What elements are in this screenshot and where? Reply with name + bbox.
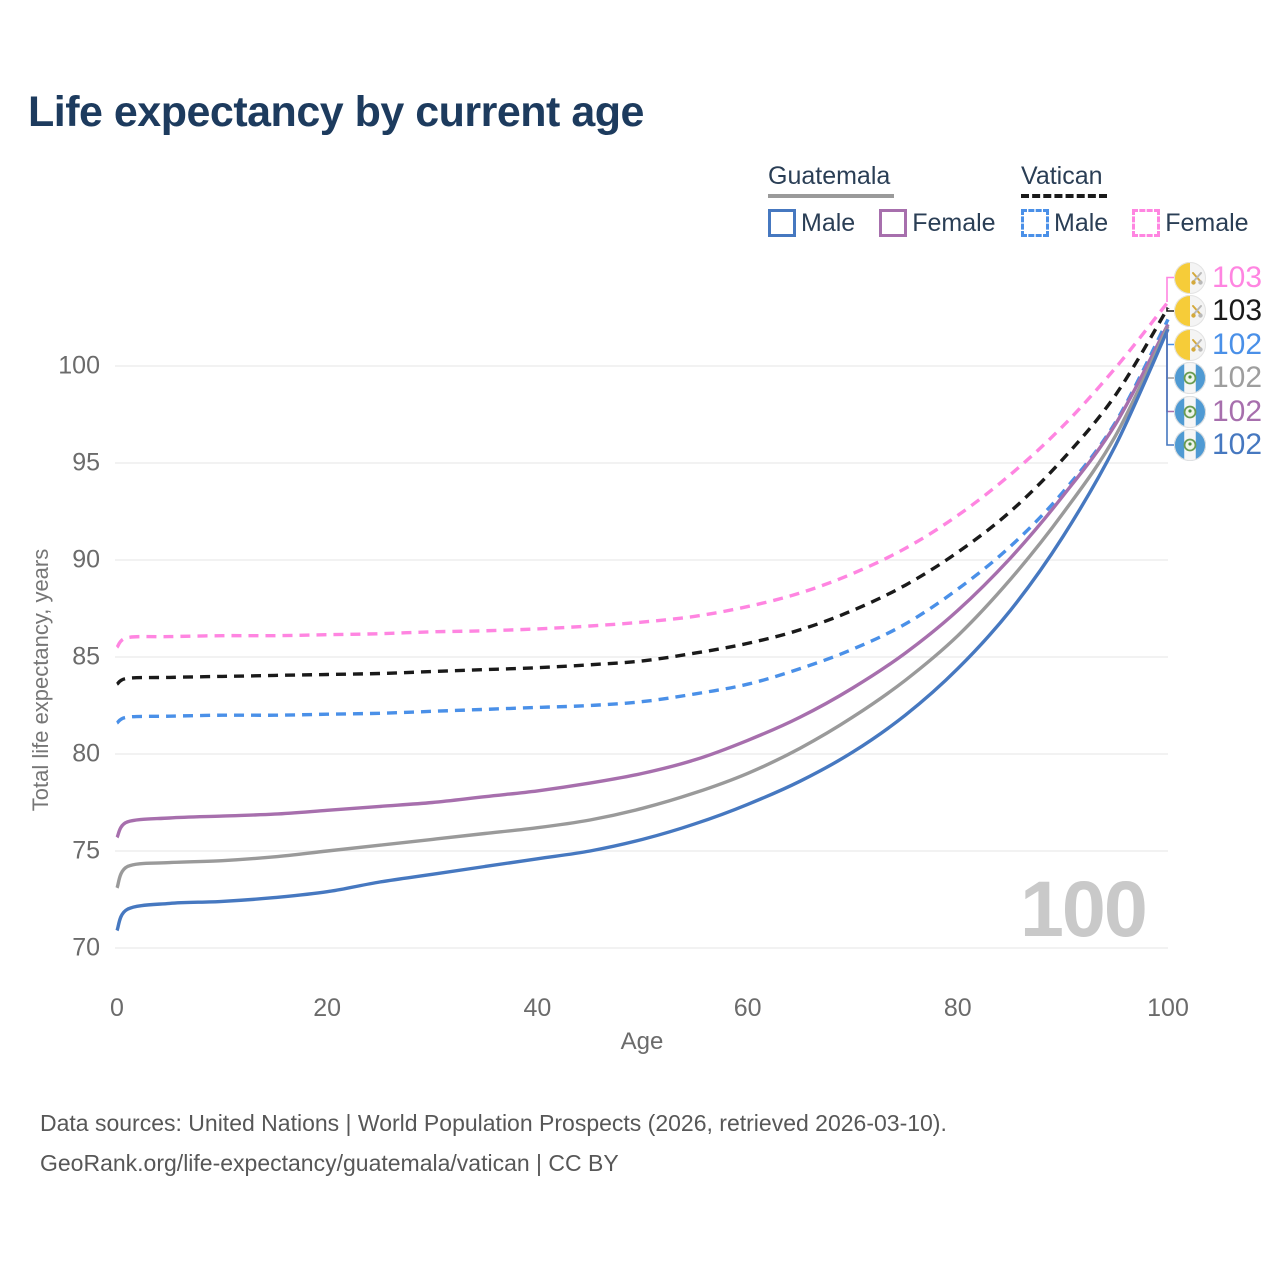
label-connector-guatemala-total [1166, 326, 1174, 379]
end-label-guatemala-female: 102 [1174, 394, 1263, 428]
vatican-flag-icon [1174, 261, 1206, 294]
footer-data-sources: Data sources: United Nations | World Pop… [40, 1110, 947, 1136]
legend-country-guatemala: Guatemala [768, 162, 891, 190]
y-tick-label-85: 85 [72, 642, 100, 671]
guatemala-flag-icon [1174, 429, 1206, 461]
x-tick-label-0: 0 [110, 994, 124, 1022]
vatican-flag-icon [1174, 295, 1206, 327]
series-line-vatican-total [115, 306, 1170, 686]
end-label-vatican-female: 103 [1174, 260, 1263, 294]
y-tick-label-90: 90 [72, 545, 100, 574]
legend-label: Female [912, 208, 996, 237]
swatch-solid-blue-icon [768, 209, 796, 237]
y-axis-title: Total life expectancy, years [28, 548, 53, 812]
label-connector-guatemala-male [1166, 329, 1174, 446]
legend-item-vatican-female[interactable]: Female [1132, 208, 1249, 238]
series-line-guatemala-male [115, 328, 1170, 932]
legend-label: Male [1054, 208, 1109, 237]
page-title: Life expectancy by current age [28, 88, 644, 136]
end-value-label: 102 [1212, 394, 1263, 428]
end-value-label: 103 [1212, 260, 1263, 294]
end-value-label: 102 [1212, 361, 1263, 394]
series-line-guatemala-female [115, 323, 1170, 839]
legend-item-guatemala-male[interactable]: Male [768, 209, 855, 238]
y-tick-label-70: 70 [72, 933, 100, 962]
swatch-dashed-blue-icon [1021, 209, 1049, 237]
guatemala-flag-icon [1174, 362, 1206, 394]
end-label-guatemala-male: 102 [1174, 429, 1262, 461]
legend-group-vatican: Vatican Male Female [1021, 162, 1273, 238]
y-tick-label-95: 95 [72, 448, 100, 477]
end-label-guatemala-total: 102 [1174, 362, 1262, 394]
footer-attribution: GeoRank.org/life-expectancy/guatemala/va… [40, 1150, 619, 1176]
label-connector-vatican-female [1166, 276, 1174, 302]
end-value-label: 103 [1212, 294, 1263, 327]
legend-label: Female [1165, 208, 1249, 237]
swatch-dashed-pink-icon [1132, 209, 1161, 237]
label-connector-vatican-total [1166, 307, 1174, 312]
x-tick-label-100: 100 [1147, 994, 1189, 1022]
end-value-label: 102 [1212, 428, 1263, 461]
x-tick-label-20: 20 [313, 994, 342, 1022]
legend-country-vatican: Vatican [1021, 162, 1103, 190]
swatch-solid-purple-icon [879, 209, 908, 237]
series-line-guatemala-total [115, 325, 1170, 889]
x-tick-label-40: 40 [523, 994, 552, 1022]
age-watermark: 100 [1020, 864, 1148, 953]
label-connector-guatemala-female [1166, 324, 1174, 413]
legend-group-guatemala: Guatemala Male Female [768, 162, 1020, 238]
legend-item-vatican-male[interactable]: Male [1021, 209, 1108, 238]
legend-underline-dashed-icon [1021, 193, 1107, 198]
end-label-vatican-total: 103 [1174, 295, 1262, 327]
legend-item-guatemala-female[interactable]: Female [879, 208, 996, 238]
series-line-vatican-female [115, 300, 1170, 649]
vatican-flag-icon [1174, 328, 1206, 361]
series-line-vatican-male [115, 318, 1170, 725]
end-value-label: 102 [1212, 327, 1263, 361]
x-tick-label-60: 60 [733, 994, 762, 1022]
y-tick-label-80: 80 [72, 739, 100, 768]
end-label-vatican-male: 102 [1174, 327, 1263, 361]
y-tick-label-75: 75 [72, 836, 100, 865]
legend-underline-solid-icon [768, 193, 894, 198]
y-tick-label-100: 100 [58, 351, 100, 380]
x-tick-label-80: 80 [943, 994, 972, 1022]
guatemala-flag-icon [1174, 395, 1206, 428]
legend-label: Male [801, 208, 856, 237]
x-axis-title: Age [620, 1028, 664, 1055]
